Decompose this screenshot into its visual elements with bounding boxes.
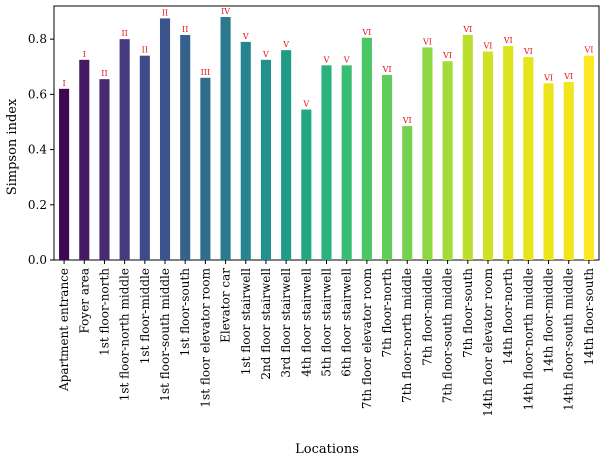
x-tick-label: 1st floor elevator room	[198, 267, 212, 407]
x-tick-label: 1st floor-north	[97, 268, 111, 356]
bar-group-label: VI	[462, 25, 472, 34]
bar	[382, 75, 393, 261]
bar-group-label: VI	[563, 72, 573, 81]
bar-group-label: II	[142, 46, 148, 55]
x-tick-label: 6th floor stairwell	[340, 268, 354, 377]
bar-group-label: VI	[361, 28, 371, 37]
bar	[59, 88, 70, 261]
x-tick-label: 14th floor elevator room	[481, 267, 495, 416]
bar-group-label: VI	[523, 47, 533, 56]
bar	[180, 34, 191, 260]
x-tick-label: Elevator car	[219, 268, 233, 343]
bar	[99, 79, 110, 260]
bar	[563, 81, 574, 260]
bar	[361, 37, 372, 260]
bar	[402, 126, 413, 260]
bar	[240, 41, 251, 261]
x-tick-label: 14th floor-north	[501, 268, 515, 365]
x-tick-label: 1st floor-south	[178, 268, 192, 357]
bar-group-label: III	[201, 68, 210, 77]
bar-group-label: V	[262, 50, 269, 59]
x-tick-label: 14th floor-middle	[542, 268, 556, 373]
bar	[321, 65, 332, 260]
bar-group-label: VI	[503, 36, 513, 45]
x-tick-label: 7th floor-south	[461, 268, 475, 358]
x-tick-label: 4th floor stairwell	[299, 268, 313, 377]
y-tick-label: 0.6	[28, 87, 47, 101]
x-tick-label: 7th floor-middle	[420, 268, 434, 366]
bar	[482, 51, 494, 260]
y-tick-label: 0.8	[28, 32, 47, 46]
x-tick-label: Foyer area	[77, 268, 91, 333]
bar	[583, 55, 594, 261]
bar	[159, 18, 171, 260]
bar-group-label: VI	[543, 73, 553, 82]
bar-group-label: V	[343, 55, 350, 64]
y-axis-title: Simpson index	[5, 98, 20, 195]
bar-group-label: IV	[221, 7, 230, 16]
bar	[422, 47, 433, 261]
x-axis-title: Locations	[295, 442, 359, 457]
x-tick-label: 7th floor-south middle	[441, 268, 455, 403]
bar	[220, 17, 231, 261]
x-tick-label: 14th floor-north middle	[521, 268, 535, 410]
bar-group-label: II	[121, 29, 127, 38]
bar	[341, 65, 352, 260]
bar-group-label: V	[302, 100, 309, 109]
bar-group-label: V	[323, 55, 330, 64]
bar	[119, 39, 130, 261]
bar-group-label: II	[182, 25, 188, 34]
bar	[200, 77, 211, 260]
x-tick-label: 5th floor stairwell	[320, 268, 334, 377]
bar-group-label: V	[242, 32, 249, 41]
bar	[301, 109, 312, 260]
x-tick-label: 1st floor-south middle	[158, 268, 172, 402]
x-tick-label: 7th floor-north middle	[400, 268, 414, 403]
x-tick-label: 1st floor stairwell	[239, 268, 253, 375]
bar	[543, 83, 554, 260]
bar-group-label: I	[63, 79, 66, 88]
x-tick-label: 3rd floor stairwell	[279, 268, 293, 378]
bar	[139, 55, 150, 261]
x-tick-label: Apartment entrance	[57, 268, 71, 392]
bar-group-label: VI	[442, 51, 452, 60]
bar-group-label: II	[162, 8, 168, 17]
bar-group-label: VI	[402, 116, 412, 125]
bar	[462, 34, 473, 260]
bar-group-label: II	[101, 69, 107, 78]
y-tick-label: 0.0	[28, 253, 47, 267]
bar	[442, 61, 453, 260]
bar-group-label: VI	[583, 46, 593, 55]
bar	[260, 59, 271, 260]
bar	[503, 46, 514, 260]
x-tick-label: 1st floor-middle	[138, 268, 152, 364]
y-tick-label: 0.4	[28, 143, 47, 157]
bar-group-label: V	[282, 40, 289, 49]
x-tick-label: 7th floor-north	[380, 268, 394, 358]
x-tick-label: 14th floor-south	[582, 268, 596, 366]
x-tick-label: 2nd floor stairwell	[259, 268, 273, 380]
x-tick-label: 7th floor elevator room	[360, 267, 374, 409]
bar	[281, 50, 292, 260]
bar-group-label: VI	[422, 37, 432, 46]
bars	[59, 17, 594, 261]
axes: 0.0 0.2 0.4 0.6 0.8 Apartment entrance Foyer a…	[28, 5, 600, 417]
bar	[79, 59, 90, 260]
bar-group-label: VI	[382, 65, 392, 74]
bar-group-label: VI	[483, 42, 493, 51]
x-tick-label: 14th floor-south middle	[562, 268, 576, 411]
bar	[523, 57, 534, 261]
x-tick-label: 1st floor-north middle	[118, 268, 132, 401]
y-tick-label: 0.2	[28, 198, 47, 212]
bar-group-label: I	[83, 50, 86, 59]
